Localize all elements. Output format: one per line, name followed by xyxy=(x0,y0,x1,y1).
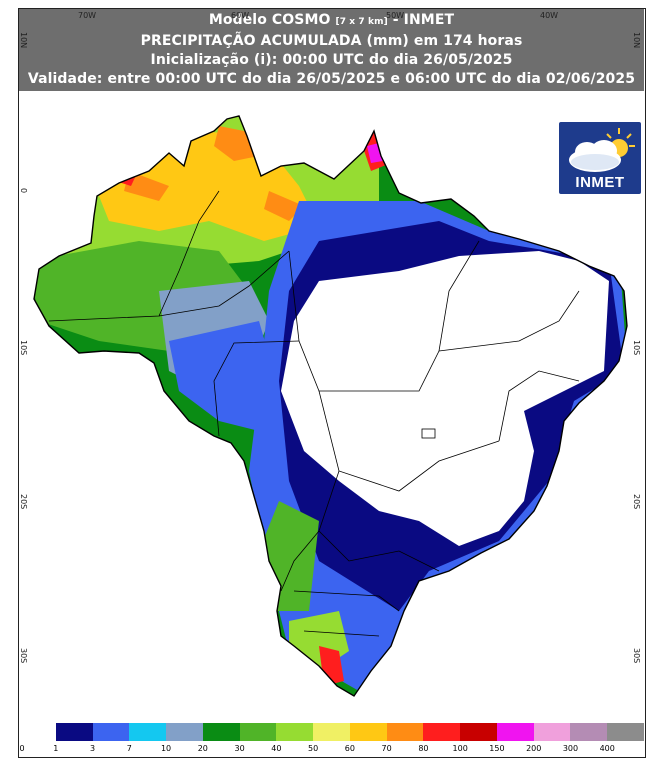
precipitation-legend: 0 1 3 7 10 20 30 40 50 60 70 80 100 150 200 300 400 xyxy=(19,723,645,756)
legend-tick-label: 1 xyxy=(53,744,59,753)
lon-label-50w: 50W xyxy=(386,11,405,20)
legend-tick-label: 400 xyxy=(599,744,615,753)
precipitation-map xyxy=(33,115,628,697)
legend-swatch xyxy=(570,723,609,741)
legend-tick-label: 80 xyxy=(418,744,429,753)
map-header: Modelo COSMO [7 x 7 km] - INMET PRECIPIT… xyxy=(19,9,644,91)
legend-swatch xyxy=(129,723,168,741)
legend-swatch xyxy=(496,723,535,741)
lat-label-20s-left: 20S xyxy=(19,494,28,510)
legend-swatch xyxy=(460,723,498,741)
lat-label-20s-right: 20S xyxy=(632,494,641,510)
legend-swatch xyxy=(55,723,94,741)
legend-tick-label: 40 xyxy=(271,744,282,753)
validity-period: Validade: entre 00:00 UTC do dia 26/05/2… xyxy=(27,71,636,87)
legend-tick-label: 150 xyxy=(489,744,505,753)
state-boundaries xyxy=(48,190,580,637)
legend-tick-label: 7 xyxy=(126,744,132,753)
lat-label-30s-left: 30S xyxy=(19,648,28,664)
legend-swatch xyxy=(386,723,425,741)
legend-tick-label: 70 xyxy=(381,744,392,753)
lat-label-0-left: 0 xyxy=(19,188,28,194)
legend-swatch xyxy=(313,723,351,741)
precip-field xyxy=(34,116,627,696)
lon-label-40w: 40W xyxy=(540,11,559,20)
legend-swatch xyxy=(533,723,572,741)
legend-tick-label: 50 xyxy=(308,744,319,753)
lat-label-10s-left: 10S xyxy=(19,340,28,356)
legend-tick-label: 30 xyxy=(234,744,245,753)
lon-label-60w: 60W xyxy=(231,11,250,20)
product-title: PRECIPITAÇÃO ACUMULADA (mm) em 174 horas xyxy=(140,33,523,49)
brazil-outline xyxy=(33,115,628,697)
cloud-sun-icon xyxy=(569,128,635,172)
legend-swatch xyxy=(423,723,462,741)
legend-tick-label: 60 xyxy=(344,744,355,753)
model-title: Modelo COSMO [7 x 7 km] - INMET xyxy=(19,11,644,32)
legend-tick-label: 200 xyxy=(526,744,542,753)
legend-swatch xyxy=(92,723,131,741)
legend-tick-label: 0 xyxy=(19,744,25,753)
legend-tick-label: 3 xyxy=(89,744,96,753)
legend-tick-label: 20 xyxy=(197,744,208,753)
legend-tick-label: 10 xyxy=(160,744,172,753)
model-name: Modelo COSMO xyxy=(208,12,331,28)
lat-label-10n-right: 10N xyxy=(632,32,641,49)
legend-swatch xyxy=(607,723,645,741)
lat-label-30s-right: 30S xyxy=(632,648,641,664)
lat-label-10n-left: 10N xyxy=(19,32,28,49)
legend-swatch xyxy=(166,723,204,741)
inmet-logo: INMET xyxy=(559,122,641,194)
legend-tick-label: 300 xyxy=(562,744,579,753)
model-source: - INMET xyxy=(392,12,455,28)
legend-swatch xyxy=(239,723,278,741)
legend-tick-label: 100 xyxy=(452,744,468,753)
legend-swatch xyxy=(202,723,241,741)
model-resolution: [7 x 7 km] xyxy=(335,17,388,27)
legend-swatch xyxy=(349,723,388,741)
logo-text: INMET xyxy=(575,174,625,191)
lon-label-70w: 70W xyxy=(78,11,97,20)
init-time: Inicialização (i): 00:00 UTC do dia 26/0… xyxy=(150,52,513,68)
legend-swatch xyxy=(19,723,57,741)
lat-label-10s-right: 10S xyxy=(632,340,641,356)
legend-swatch xyxy=(276,723,315,741)
